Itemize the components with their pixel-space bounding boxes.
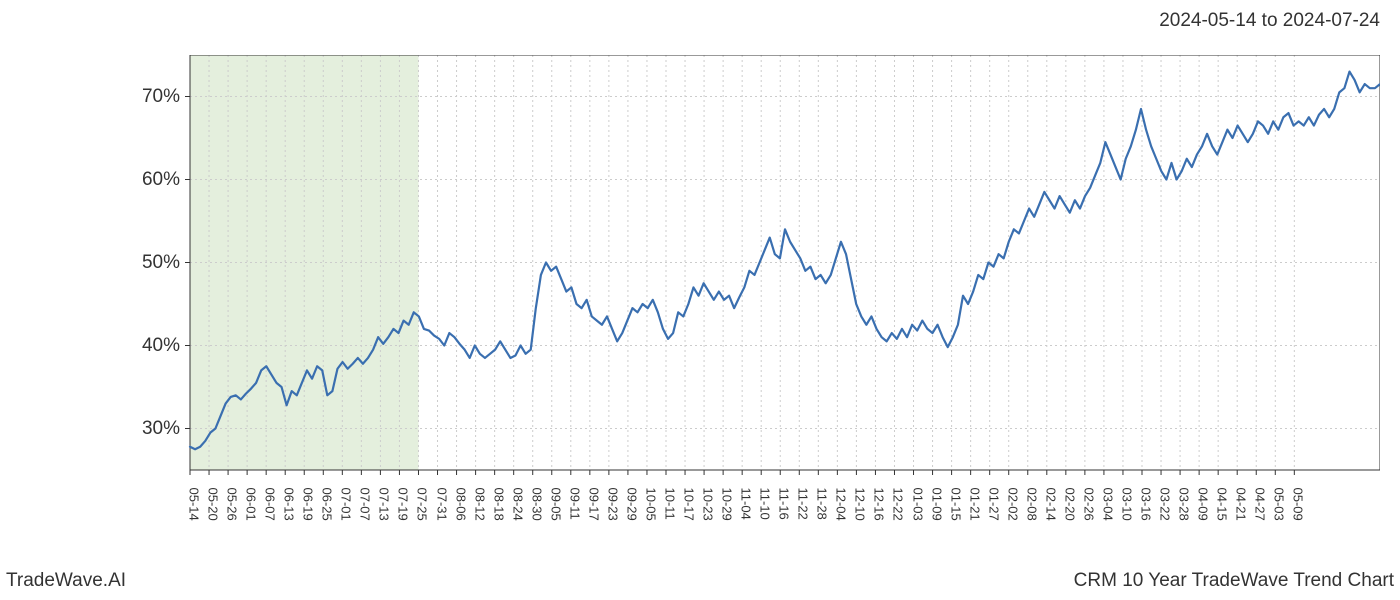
line-chart-svg [184, 55, 1380, 476]
xtick-label: 04-09 [1196, 488, 1211, 521]
xtick-label: 09-23 [605, 488, 620, 521]
xtick-label: 05-14 [187, 488, 202, 521]
chart-title-label: CRM 10 Year TradeWave Trend Chart [1074, 570, 1394, 592]
xtick-label: 04-15 [1215, 488, 1230, 521]
xtick-label: 11-04 [739, 488, 754, 520]
xtick-label: 03-10 [1119, 488, 1134, 521]
xtick-label: 03-04 [1100, 488, 1115, 521]
ytick-label: 60% [132, 169, 180, 191]
ytick-label: 70% [132, 86, 180, 108]
xtick-label: 03-28 [1177, 488, 1192, 521]
xtick-label: 11-28 [815, 488, 830, 520]
xtick-label: 07-19 [396, 488, 411, 521]
plot-area [190, 55, 1380, 470]
xtick-label: 02-08 [1024, 488, 1039, 521]
xtick-label: 10-05 [643, 488, 658, 521]
xtick-label: 01-09 [929, 488, 944, 521]
xtick-label: 11-10 [758, 488, 773, 520]
xtick-label: 02-02 [1005, 488, 1020, 521]
xtick-label: 05-03 [1272, 488, 1287, 521]
ytick-label: 30% [132, 418, 180, 440]
xtick-label: 06-07 [263, 488, 278, 521]
xtick-label: 10-29 [720, 488, 735, 521]
xtick-label: 01-03 [910, 488, 925, 521]
xtick-label: 01-15 [948, 488, 963, 521]
xtick-label: 08-12 [472, 488, 487, 521]
xtick-label: 07-13 [377, 488, 392, 521]
xtick-label: 10-17 [682, 488, 697, 521]
xtick-label: 10-11 [663, 488, 678, 520]
xtick-label: 12-16 [872, 488, 887, 521]
xtick-label: 08-24 [510, 488, 525, 521]
xtick-label: 08-18 [491, 488, 506, 521]
date-range-label: 2024-05-14 to 2024-07-24 [1159, 10, 1380, 32]
xtick-label: 08-30 [529, 488, 544, 521]
xtick-label: 06-25 [320, 488, 335, 521]
ytick-label: 50% [132, 252, 180, 274]
xtick-label: 12-04 [834, 488, 849, 521]
xtick-label: 02-14 [1043, 488, 1058, 521]
xtick-label: 07-31 [434, 488, 449, 521]
xtick-label: 06-01 [244, 488, 259, 521]
xtick-label: 06-13 [282, 488, 297, 521]
xtick-label: 02-20 [1062, 488, 1077, 521]
xtick-label: 04-21 [1234, 488, 1249, 521]
xtick-label: 04-27 [1253, 488, 1268, 521]
chart-container: 2024-05-14 to 2024-07-24 30% 40% 50% 60% 70%… [0, 0, 1400, 600]
xtick-label: 07-01 [339, 488, 354, 521]
xtick-label: 07-07 [358, 488, 373, 521]
xtick-label: 09-17 [586, 488, 601, 521]
xtick-label: 03-16 [1139, 488, 1154, 521]
xtick-label: 03-22 [1158, 488, 1173, 521]
xtick-label: 08-06 [453, 488, 468, 521]
xtick-label: 12-10 [853, 488, 868, 521]
xtick-label: 11-16 [777, 488, 792, 520]
xtick-label: 06-19 [301, 488, 316, 521]
brand-label: TradeWave.AI [6, 570, 126, 592]
xtick-label: 01-21 [967, 488, 982, 521]
xtick-label: 05-09 [1291, 488, 1306, 521]
xtick-label: 12-22 [891, 488, 906, 521]
xtick-label: 01-27 [986, 488, 1001, 521]
xtick-label: 09-05 [548, 488, 563, 521]
xtick-label: 11-22 [796, 488, 811, 520]
xtick-label: 05-20 [206, 488, 221, 521]
xtick-label: 07-25 [415, 488, 430, 521]
xtick-label: 02-26 [1081, 488, 1096, 521]
xtick-label: 10-23 [701, 488, 716, 521]
xtick-label: 09-29 [624, 488, 639, 521]
xtick-label: 09-11 [567, 488, 582, 520]
xtick-label: 05-26 [225, 488, 240, 521]
ytick-label: 40% [132, 335, 180, 357]
